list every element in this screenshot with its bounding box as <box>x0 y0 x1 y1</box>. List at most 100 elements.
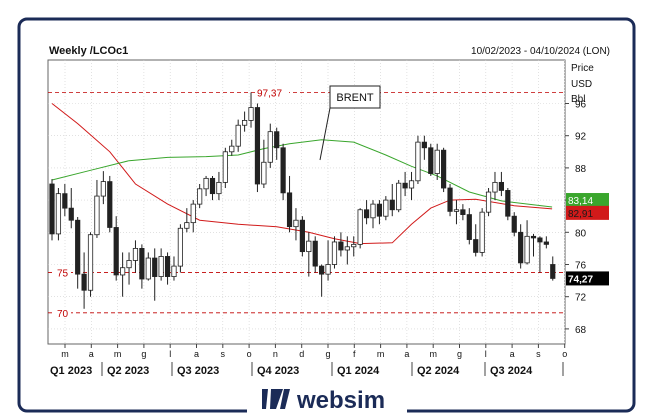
candle <box>447 184 453 217</box>
quarter-label: Q3 2024 <box>490 365 533 377</box>
candle-body <box>293 219 299 228</box>
candle-body <box>505 190 511 217</box>
candle <box>87 232 94 297</box>
candle-body <box>209 177 216 195</box>
candle-body <box>492 181 498 193</box>
x-tick-label: d <box>299 349 304 359</box>
candle <box>248 92 254 128</box>
y-tick-label: 80 <box>575 228 587 239</box>
candle <box>434 143 440 180</box>
x-tick-label: a <box>194 349 199 359</box>
ma-value-box <box>566 193 609 208</box>
candle <box>479 208 485 257</box>
candle <box>344 236 350 265</box>
x-tick-label: o <box>247 349 252 359</box>
candle-body <box>543 241 549 245</box>
candle <box>132 240 139 273</box>
candle-body <box>389 199 395 211</box>
candle-body <box>197 188 203 205</box>
candle-body <box>222 151 228 183</box>
x-tick-label: m <box>377 349 385 359</box>
level-label-bg <box>255 86 289 98</box>
x-tick-label: m <box>429 349 437 359</box>
candle <box>197 184 203 209</box>
candle <box>351 236 357 257</box>
candle-body <box>485 191 492 213</box>
candle <box>338 232 344 257</box>
candle <box>209 175 216 201</box>
candle-body <box>241 120 248 126</box>
annotation-text: BRENT <box>336 92 374 104</box>
candle <box>100 171 106 205</box>
x-tick-label: m <box>114 349 122 359</box>
candle <box>241 111 248 132</box>
candle-body <box>428 147 434 174</box>
level-label: 70 <box>57 309 69 320</box>
candle <box>62 184 68 217</box>
candle-body <box>184 222 190 229</box>
candle-body <box>331 241 338 265</box>
candle-body <box>158 256 164 277</box>
candle-body <box>370 203 376 219</box>
x-tick-label: a <box>510 349 515 359</box>
value-labels: 83,14 82,91 74,27 <box>566 193 609 286</box>
candle <box>389 184 395 217</box>
candle-body <box>524 235 530 264</box>
candle-body <box>229 145 235 153</box>
date-range: 10/02/2023 - 04/10/2024 (LON) <box>471 46 610 57</box>
candle <box>370 200 376 229</box>
candle <box>75 217 81 289</box>
ma-value-label: 82,91 <box>568 209 593 220</box>
candle <box>120 252 126 297</box>
candle-body <box>94 195 100 236</box>
annotation-box <box>329 85 381 109</box>
candle <box>319 264 325 297</box>
candle <box>331 236 338 269</box>
y-tick-label: 76 <box>575 261 587 272</box>
quarter-label: Q1 2024 <box>337 365 380 377</box>
quarter-label: Q2 2024 <box>417 365 460 377</box>
candle-body <box>171 265 177 277</box>
candle-body <box>441 149 447 189</box>
candle <box>453 200 460 225</box>
candle-body <box>75 219 81 275</box>
candle-body <box>498 181 505 191</box>
candle-body <box>280 147 286 194</box>
candle <box>216 171 222 201</box>
candle <box>543 236 549 249</box>
candle <box>81 252 87 309</box>
level-label-bg <box>55 306 71 318</box>
x-tick-label: s <box>536 349 541 359</box>
candle-body <box>164 256 171 277</box>
candle <box>441 147 447 193</box>
candle <box>274 127 280 160</box>
candle <box>203 175 209 197</box>
candle <box>286 175 293 233</box>
candle-body <box>319 265 325 275</box>
candle <box>460 204 466 221</box>
candle-body <box>537 237 543 243</box>
candle <box>235 119 241 152</box>
candle <box>229 139 235 156</box>
candle <box>428 143 434 176</box>
x-ticks: m a m g l a s o n d g f m a m g l a s o Q1 2023 Q2 2023 Q3 202… <box>50 344 567 377</box>
candle-body <box>81 273 87 291</box>
candle-body <box>344 246 350 251</box>
candle-body <box>299 219 305 253</box>
candle-body <box>460 209 466 215</box>
x-tick-label: f <box>353 349 356 359</box>
y-tick-label: 88 <box>575 164 587 175</box>
x-tick-label: l <box>169 349 171 359</box>
candle-body <box>325 264 331 275</box>
candle <box>68 188 74 229</box>
candle <box>550 256 556 281</box>
candle <box>466 208 472 245</box>
candle <box>402 171 408 197</box>
candle <box>537 236 543 273</box>
candle <box>139 244 145 289</box>
ma-red-line <box>51 103 553 245</box>
candle <box>421 135 427 160</box>
candle-body <box>376 203 383 217</box>
x-tick-label: g <box>325 349 330 359</box>
x-tick-label: a <box>404 349 409 359</box>
